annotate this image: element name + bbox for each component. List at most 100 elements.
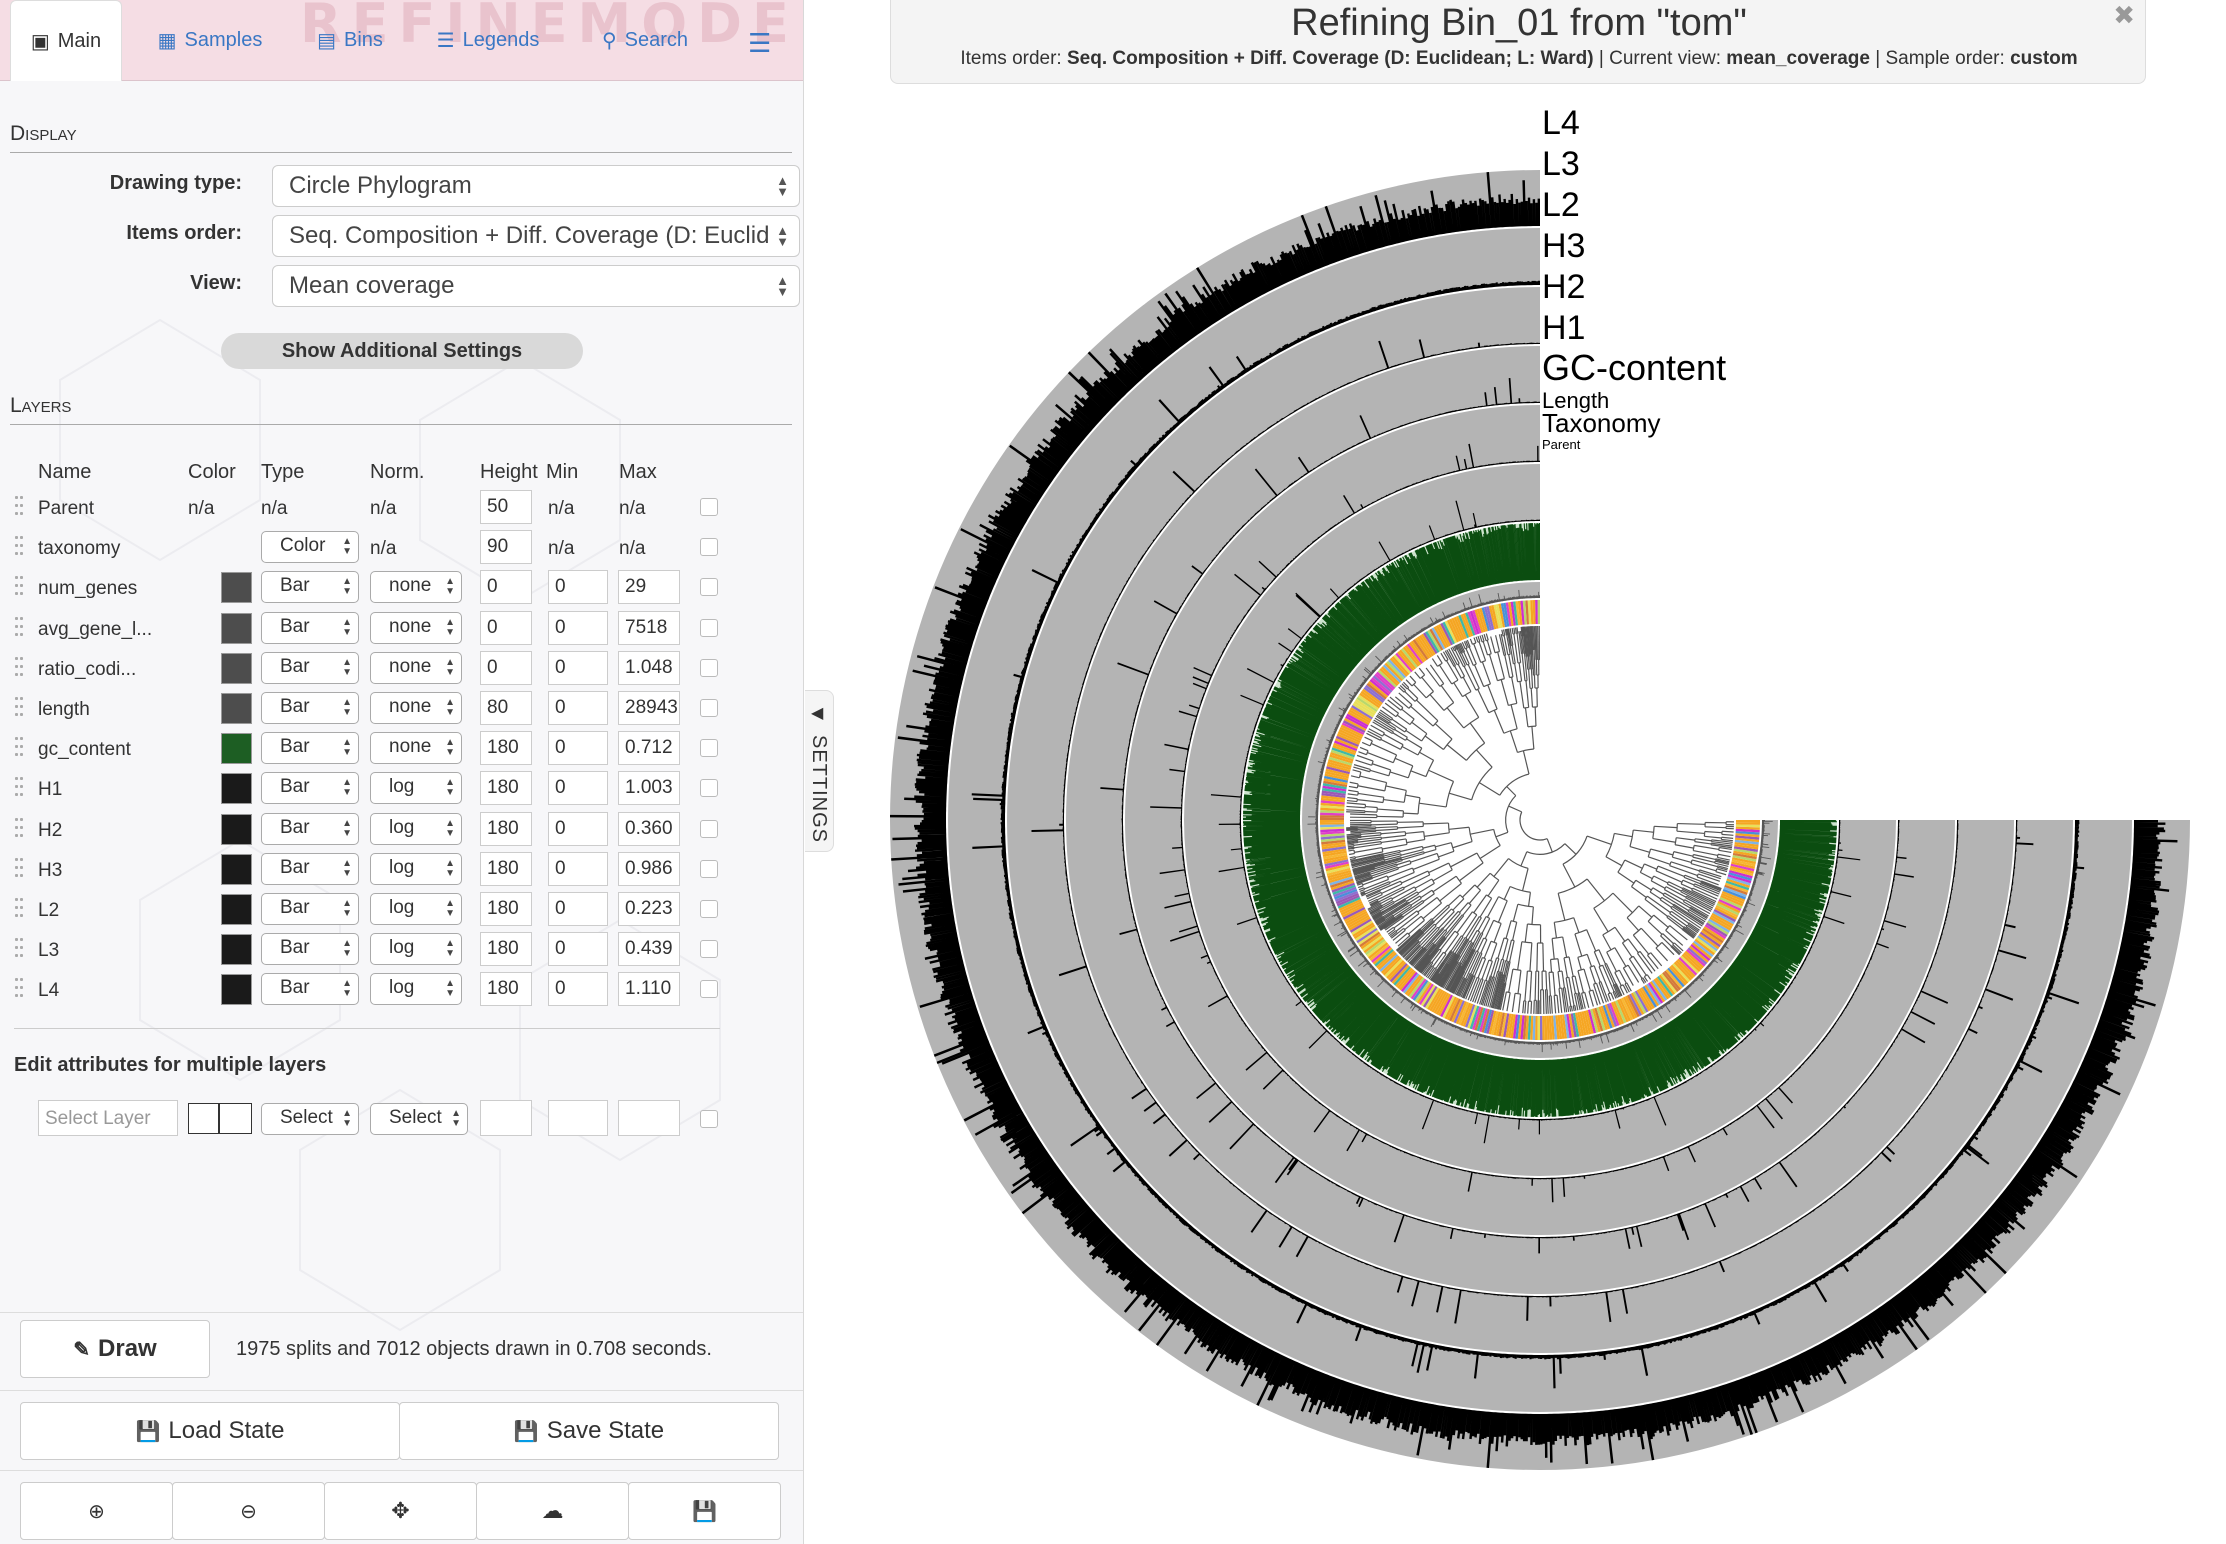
layer-max-input[interactable]: 7518 — [618, 610, 680, 645]
layer-checkbox[interactable] — [700, 980, 718, 999]
layer-norm-select[interactable]: log ▲ ▼ — [370, 933, 462, 966]
layer-height-input[interactable]: 180 — [480, 811, 532, 846]
layer-min-input[interactable]: 0 — [548, 610, 608, 645]
layer-min-input[interactable]: 0 — [548, 771, 608, 806]
layer-color-swatch[interactable] — [221, 612, 252, 644]
drag-handle-icon[interactable] — [15, 695, 25, 721]
layer-min-input[interactable]: 0 — [548, 892, 608, 926]
layer-height-input[interactable]: 0 — [480, 610, 532, 645]
items-order-select[interactable]: Seq. Composition + Diff. Coverage (D: Eu… — [272, 215, 800, 257]
layer-height-input[interactable]: 180 — [480, 851, 532, 886]
layer-norm-select[interactable]: none ▲ ▼ — [370, 611, 462, 644]
layer-min-input[interactable]: 0 — [548, 932, 608, 967]
zoom-in-button[interactable]: ⊕ — [20, 1482, 173, 1540]
multi-color-picker[interactable] — [188, 1103, 252, 1134]
layer-height-input[interactable]: 50 — [480, 490, 532, 524]
select-layer-input[interactable]: Select Layer — [38, 1100, 178, 1136]
layer-color-swatch[interactable] — [221, 693, 252, 724]
menu-icon[interactable]: ☰ — [748, 28, 772, 58]
layer-norm-select[interactable]: none ▲ ▼ — [370, 732, 462, 765]
layer-checkbox[interactable] — [700, 658, 718, 677]
layer-norm-select[interactable]: none ▲ ▼ — [370, 651, 462, 684]
layer-min-input[interactable]: 0 — [548, 811, 608, 846]
layer-checkbox[interactable] — [700, 739, 718, 758]
layer-height-input[interactable]: 180 — [480, 731, 532, 766]
drag-handle-icon[interactable] — [15, 856, 25, 882]
draw-button[interactable]: ✎ Draw — [20, 1320, 210, 1378]
layer-checkbox[interactable] — [700, 578, 718, 597]
layer-height-input[interactable]: 180 — [480, 892, 532, 926]
tab-legends[interactable]: ☰ Legends — [428, 0, 548, 80]
layer-max-input[interactable]: 29 — [618, 570, 680, 605]
show-additional-settings-button[interactable]: Show Additional Settings — [221, 333, 583, 369]
layer-max-input[interactable]: 0.712 — [618, 731, 680, 766]
layer-type-select[interactable]: Color ▲ ▼ — [261, 531, 359, 564]
layer-color-swatch[interactable] — [221, 894, 252, 925]
layer-color-swatch[interactable] — [221, 934, 252, 966]
layer-min-input[interactable]: 0 — [548, 570, 608, 605]
drag-handle-icon[interactable] — [15, 775, 25, 801]
layer-norm-select[interactable]: log ▲ ▼ — [370, 812, 462, 845]
layer-min-input[interactable]: 0 — [548, 972, 608, 1007]
tab-samples[interactable]: ▦ Samples — [145, 0, 275, 80]
load-state-button[interactable]: 💾 Load State — [20, 1402, 400, 1460]
layer-max-input[interactable]: 1.110 — [618, 972, 680, 1007]
multi-type-select[interactable]: Select ▲ ▼ — [261, 1103, 359, 1135]
phylogram-canvas[interactable]: L4L3L2H3H2H1GC-contentLengthTaxonomyPare… — [840, 90, 2226, 1544]
layer-color-swatch[interactable] — [221, 652, 252, 684]
layer-type-select[interactable]: Bar ▲ ▼ — [261, 732, 359, 765]
layer-height-input[interactable]: 90 — [480, 530, 532, 565]
multi-min-input[interactable] — [548, 1100, 608, 1136]
drag-handle-icon[interactable] — [15, 816, 25, 842]
multi-norm-select[interactable]: Select ▲ ▼ — [370, 1103, 468, 1135]
settings-toggle[interactable]: ◀ SETTINGS — [805, 690, 834, 852]
upload-button[interactable]: ☁ — [476, 1482, 629, 1540]
layer-checkbox[interactable] — [700, 498, 718, 516]
tab-bins[interactable]: ▤ Bins — [305, 0, 395, 80]
layer-checkbox[interactable] — [700, 859, 718, 878]
close-icon[interactable]: ✖ — [2113, 0, 2135, 30]
layer-max-input[interactable]: 28943 — [618, 691, 680, 725]
layer-checkbox[interactable] — [700, 940, 718, 959]
layer-max-input[interactable]: 0.360 — [618, 811, 680, 846]
layer-norm-select[interactable]: log ▲ ▼ — [370, 852, 462, 885]
layer-checkbox[interactable] — [700, 779, 718, 798]
layer-checkbox[interactable] — [700, 538, 718, 557]
layer-type-select[interactable]: Bar ▲ ▼ — [261, 933, 359, 966]
layer-min-input[interactable]: 0 — [548, 650, 608, 685]
layer-color-swatch[interactable] — [221, 572, 252, 604]
multi-max-input[interactable] — [618, 1100, 680, 1136]
multi-checkbox[interactable] — [700, 1110, 718, 1128]
layer-max-input[interactable]: 0.439 — [618, 932, 680, 967]
layer-type-select[interactable]: Bar ▲ ▼ — [261, 692, 359, 724]
view-select[interactable]: Mean coverage ▲ ▼ — [272, 265, 800, 307]
layer-color-swatch[interactable] — [221, 773, 252, 805]
layer-type-select[interactable]: Bar ▲ ▼ — [261, 611, 359, 644]
tab-search[interactable]: ⚲ Search — [585, 0, 705, 80]
layer-type-select[interactable]: Bar ▲ ▼ — [261, 571, 359, 604]
layer-type-select[interactable]: Bar ▲ ▼ — [261, 852, 359, 885]
layer-norm-select[interactable]: none ▲ ▼ — [370, 571, 462, 604]
layer-max-input[interactable]: 0.986 — [618, 851, 680, 886]
drag-handle-icon[interactable] — [15, 976, 25, 1002]
layer-norm-select[interactable]: log ▲ ▼ — [370, 772, 462, 805]
layer-max-input[interactable]: 1.003 — [618, 771, 680, 806]
layer-height-input[interactable]: 180 — [480, 972, 532, 1007]
drag-handle-icon[interactable] — [15, 574, 25, 600]
layer-color-swatch[interactable] — [221, 974, 252, 1006]
layer-min-input[interactable]: 0 — [548, 851, 608, 886]
layer-type-select[interactable]: Bar ▲ ▼ — [261, 651, 359, 684]
layer-type-select[interactable]: Bar ▲ ▼ — [261, 973, 359, 1006]
zoom-out-button[interactable]: ⊖ — [172, 1482, 325, 1540]
layer-type-select[interactable]: Bar ▲ ▼ — [261, 893, 359, 925]
layer-height-input[interactable]: 0 — [480, 650, 532, 685]
layer-norm-select[interactable]: log ▲ ▼ — [370, 973, 462, 1006]
drag-handle-icon[interactable] — [15, 655, 25, 681]
layer-type-select[interactable]: Bar ▲ ▼ — [261, 772, 359, 805]
layer-color-swatch[interactable] — [221, 733, 252, 765]
tab-main[interactable]: ▣ Main — [10, 0, 122, 81]
drag-handle-icon[interactable] — [15, 735, 25, 761]
layer-norm-select[interactable]: log ▲ ▼ — [370, 893, 462, 925]
drag-handle-icon[interactable] — [15, 494, 25, 520]
layer-height-input[interactable]: 180 — [480, 771, 532, 806]
